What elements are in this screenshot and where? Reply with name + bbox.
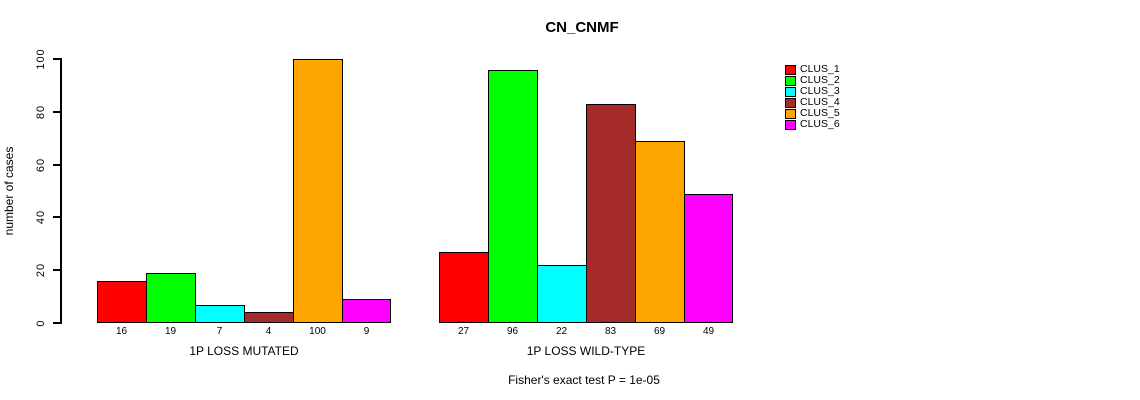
y-axis-label: number of cases bbox=[2, 146, 16, 236]
bar-clus_3 bbox=[195, 305, 245, 323]
legend-color-swatch bbox=[785, 97, 796, 108]
legend-color-swatch bbox=[785, 119, 796, 130]
y-tick-label: 20 bbox=[35, 263, 47, 278]
legend-label: CLUS_3 bbox=[800, 85, 840, 97]
bar-clus_5 bbox=[635, 141, 685, 323]
y-tick-mark bbox=[53, 269, 61, 272]
bar-clus_6 bbox=[342, 299, 391, 323]
legend-label: CLUS_1 bbox=[800, 63, 840, 75]
bar-clus_3 bbox=[537, 265, 587, 323]
y-tick-label: 40 bbox=[35, 210, 47, 225]
legend-item-clus_2: CLUS_2 bbox=[785, 75, 840, 86]
chart-title: CN_CNMF bbox=[545, 19, 619, 36]
bar-clus_6 bbox=[684, 194, 733, 323]
y-tick-label: 60 bbox=[35, 157, 47, 172]
y-tick-mark bbox=[53, 58, 61, 60]
bar-clus_1 bbox=[439, 252, 489, 323]
y-tick-mark bbox=[53, 216, 61, 219]
y-tick-label: 100 bbox=[35, 48, 47, 70]
bar-clus_2 bbox=[488, 70, 538, 323]
legend-color-swatch bbox=[785, 108, 796, 119]
x-category-label: 1P LOSS MUTATED bbox=[189, 344, 299, 358]
y-tick-label: 0 bbox=[35, 319, 47, 327]
bar-value-label: 100 bbox=[309, 326, 326, 337]
bar-value-label: 19 bbox=[164, 326, 177, 337]
legend-label: CLUS_5 bbox=[800, 107, 840, 119]
bar-clus_4 bbox=[586, 104, 636, 323]
bar-value-label: 49 bbox=[702, 326, 715, 337]
bar-value-label: 7 bbox=[216, 326, 223, 337]
legend-item-clus_5: CLUS_5 bbox=[785, 108, 840, 119]
legend-item-clus_6: CLUS_6 bbox=[785, 119, 840, 130]
bar-value-label: 16 bbox=[115, 326, 128, 337]
legend-color-swatch bbox=[785, 86, 796, 97]
bar-clus_4 bbox=[244, 312, 294, 323]
y-tick-mark bbox=[53, 163, 61, 166]
legend-item-clus_3: CLUS_3 bbox=[785, 86, 840, 97]
legend-color-swatch bbox=[785, 64, 796, 75]
x-category-label: 1P LOSS WILD-TYPE bbox=[526, 344, 646, 358]
legend: CLUS_1 CLUS_2 CLUS_3 CLUS_4 CLUS_5 CLUS_6 bbox=[785, 64, 840, 130]
bar-value-label: 83 bbox=[604, 326, 617, 337]
legend-label: CLUS_2 bbox=[800, 74, 840, 86]
y-tick-mark bbox=[53, 322, 61, 324]
legend-label: CLUS_4 bbox=[800, 96, 840, 108]
bar-value-label: 9 bbox=[363, 326, 370, 337]
legend-item-clus_1: CLUS_1 bbox=[785, 64, 840, 75]
bar-value-label: 4 bbox=[265, 326, 272, 337]
bar-clus_1 bbox=[97, 281, 147, 323]
legend-label: CLUS_6 bbox=[800, 118, 840, 130]
y-axis-line bbox=[60, 58, 62, 324]
legend-color-swatch bbox=[785, 75, 796, 86]
y-tick-mark bbox=[53, 110, 61, 113]
bar-value-label: 69 bbox=[653, 326, 666, 337]
bar-clus_5 bbox=[293, 59, 343, 323]
bar-clus_2 bbox=[146, 273, 196, 323]
y-tick-label: 80 bbox=[35, 104, 47, 119]
legend-item-clus_4: CLUS_4 bbox=[785, 97, 840, 108]
stat-annotation: Fisher's exact test P = 1e-05 bbox=[508, 373, 660, 387]
bar-value-label: 22 bbox=[555, 326, 568, 337]
bar-value-label: 96 bbox=[506, 326, 519, 337]
bar-value-label: 27 bbox=[457, 326, 470, 337]
